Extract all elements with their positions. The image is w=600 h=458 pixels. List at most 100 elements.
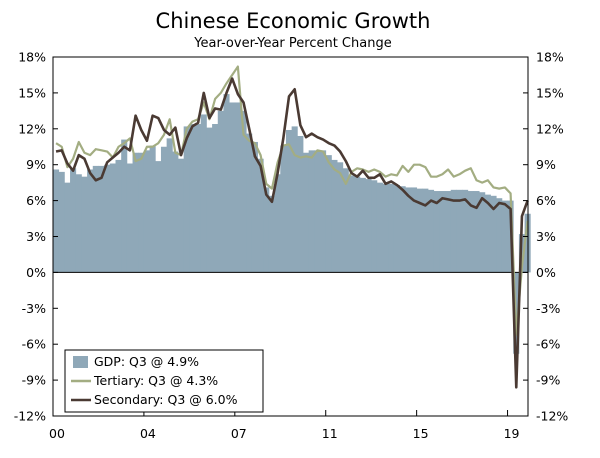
gdp-bar-45 — [308, 150, 315, 273]
gdp-bar-79 — [501, 200, 508, 273]
gdp-bar-40 — [280, 145, 287, 273]
gdp-bar-74 — [473, 191, 480, 273]
y-tick-label-right: -3% — [536, 301, 560, 316]
gdp-bar-38 — [268, 195, 275, 273]
gdp-bar-34 — [246, 133, 253, 273]
y-axis-left: 18% 15% 12% 9% 6% 3% 0% -3% -6% -9% -12% — [14, 50, 58, 424]
gdp-bar-30 — [223, 94, 230, 273]
gdp-bar-52 — [348, 175, 355, 273]
gdp-bar-68 — [439, 191, 446, 273]
gdp-bar-18 — [155, 161, 162, 273]
gdp-bar-65 — [422, 188, 429, 273]
gdp-bar-8 — [98, 165, 105, 273]
gdp-bar-25 — [195, 124, 202, 273]
gdp-bar-36 — [257, 158, 264, 273]
gdp-bar-32 — [234, 102, 241, 273]
gdp-bar-53 — [354, 176, 361, 273]
gdp-bar-15 — [138, 152, 145, 273]
gdp-bar-73 — [467, 191, 474, 273]
gdp-bar-71 — [456, 189, 463, 273]
gdp-bar-19 — [160, 146, 168, 273]
x-tick-label: 04 — [140, 426, 156, 441]
y-tick-label-right: 6% — [536, 193, 556, 208]
gdp-bar-0 — [53, 169, 60, 273]
x-tick-label: 00 — [49, 426, 65, 441]
tertiary-series-line — [55, 65, 529, 336]
gdp-bar-58 — [382, 183, 389, 273]
secondary-series-line — [55, 77, 529, 389]
gdp-bar-64 — [416, 188, 423, 273]
y-tick-label-right: 18% — [536, 50, 564, 65]
legend-tertiary-label: Tertiary: Q3 @ 4.3% — [93, 373, 218, 388]
y-tick-label-right: 12% — [536, 121, 564, 136]
gdp-bar-14 — [132, 152, 139, 273]
y-tick-label-left: 3% — [26, 229, 46, 244]
gdp-bar-51 — [342, 168, 349, 273]
y-tick-label-right: 15% — [536, 85, 564, 100]
y-tick-label-left: 15% — [18, 85, 46, 100]
gdp-bar-23 — [183, 126, 190, 273]
gdp-bar-22 — [178, 158, 185, 273]
gdp-bar-9 — [104, 164, 111, 273]
y-tick-label-right: -6% — [536, 337, 560, 352]
gdp-bar-12 — [121, 139, 128, 273]
gdp-bar-43 — [297, 135, 304, 273]
y-tick-label-right: -12% — [536, 409, 568, 424]
gdp-bar-62 — [405, 187, 412, 273]
y-tick-label-left: 9% — [26, 157, 46, 172]
gdp-bar-47 — [320, 150, 327, 273]
y-tick-label-left: 0% — [26, 265, 46, 280]
chart-title: Chinese Economic Growth — [156, 9, 431, 33]
legend: GDP: Q3 @ 4.9% Tertiary: Q3 @ 4.3% Secon… — [64, 349, 264, 413]
y-tick-label-left: 6% — [26, 193, 46, 208]
gdp-bar-66 — [428, 189, 435, 273]
gdp-bar-27 — [206, 127, 213, 273]
gdp-bar-69 — [445, 191, 452, 273]
gdp-bar-42 — [291, 126, 298, 273]
y-tick-label-left: 18% — [18, 50, 46, 65]
gdp-bar-17 — [149, 145, 156, 273]
gdp-bar-5 — [81, 176, 88, 273]
gdp-bar-54 — [359, 177, 366, 273]
y-tick-label-left: -12% — [14, 409, 46, 424]
gdp-bar-48 — [325, 155, 332, 273]
y-tick-label-right: 9% — [536, 157, 556, 172]
gdp-bar-26 — [200, 114, 207, 273]
gdp-bar-63 — [410, 187, 418, 273]
y-tick-label-left: -9% — [22, 373, 46, 388]
gdp-bar-20 — [166, 138, 173, 273]
legend-box — [64, 349, 264, 413]
gdp-bar-3 — [70, 168, 77, 273]
gdp-bar-72 — [462, 189, 469, 273]
gdp-bar-46 — [314, 150, 321, 273]
x-tick-label: 19 — [504, 426, 520, 441]
gdp-bar-33 — [240, 110, 247, 273]
gdp-bar-39 — [274, 174, 281, 273]
chart-subtitle: Year-over-Year Percent Change — [193, 36, 391, 51]
legend-gdp-label: GDP: Q3 @ 4.9% — [94, 354, 199, 369]
gdp-bar-77 — [490, 195, 497, 273]
y-tick-label-left: 12% — [18, 121, 46, 136]
x-tick-label: 11 — [322, 426, 338, 441]
y-tick-label-right: 0% — [536, 265, 556, 280]
x-tick-label: 15 — [413, 426, 429, 441]
gdp-bar-21 — [172, 151, 179, 273]
gdp-bar-59 — [388, 183, 395, 273]
gdp-bar-61 — [399, 186, 406, 273]
gdp-bar-35 — [251, 141, 258, 273]
gdp-bar-10 — [109, 163, 116, 273]
x-tick-label: 07 — [231, 426, 247, 441]
gdp-bar-28 — [212, 124, 219, 273]
gdp-bar-37 — [263, 187, 270, 273]
gdp-bar-16 — [143, 150, 150, 273]
y-tick-label-left: -6% — [22, 337, 46, 352]
gdp-bar-2 — [64, 182, 71, 273]
gdp-bars — [53, 94, 531, 354]
gdp-bar-78 — [496, 198, 503, 273]
gdp-bar-60 — [393, 185, 400, 273]
gdp-bar-11 — [115, 159, 122, 273]
gdp-bar-56 — [371, 180, 378, 273]
gdp-bar-50 — [337, 162, 344, 273]
gdp-bar-75 — [479, 192, 486, 273]
gdp-bar-24 — [189, 124, 196, 273]
